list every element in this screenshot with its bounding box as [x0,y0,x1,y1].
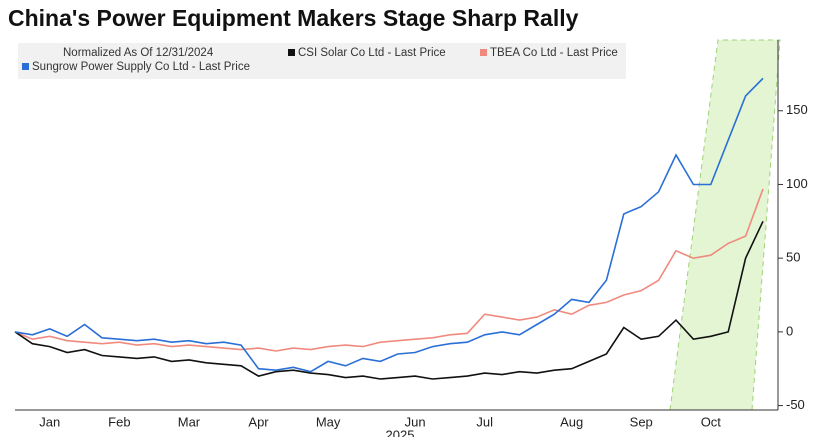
series-line [14,188,764,352]
x-tick-label: Jul [476,414,493,429]
legend-title: Normalized As Of 12/31/2024 [63,47,214,59]
x-tick-label: Apr [248,414,269,429]
legend-box [18,43,626,79]
x-tick-label: Oct [701,414,722,429]
y-tick-label: 0 [786,323,793,338]
legend-swatch [288,49,295,56]
x-tick-label: May [316,414,341,429]
x-axis-label: 2025 [386,427,415,437]
y-tick-label: 100 [786,176,808,191]
x-tick-label: Sep [630,414,653,429]
highlight-band [669,39,781,411]
x-tick-label: Jun [405,414,426,429]
series-line [14,77,764,373]
x-tick-label: Mar [178,414,201,429]
x-tick-label: Jan [39,414,60,429]
legend-swatch [22,63,29,70]
legend-swatch [480,49,487,56]
x-tick-label: Feb [108,414,130,429]
x-tick-label: Aug [560,414,583,429]
y-tick-label: 150 [786,102,808,117]
chart-title: China's Power Equipment Makers Stage Sha… [8,5,579,31]
legend-label: CSI Solar Co Ltd - Last Price [298,47,446,59]
y-tick-label: 50 [786,250,800,265]
legend-label: TBEA Co Ltd - Last Price [490,47,618,59]
series-line [14,220,764,380]
y-tick-label: -50 [786,397,805,412]
legend-label: Sungrow Power Supply Co Ltd - Last Price [32,61,250,73]
